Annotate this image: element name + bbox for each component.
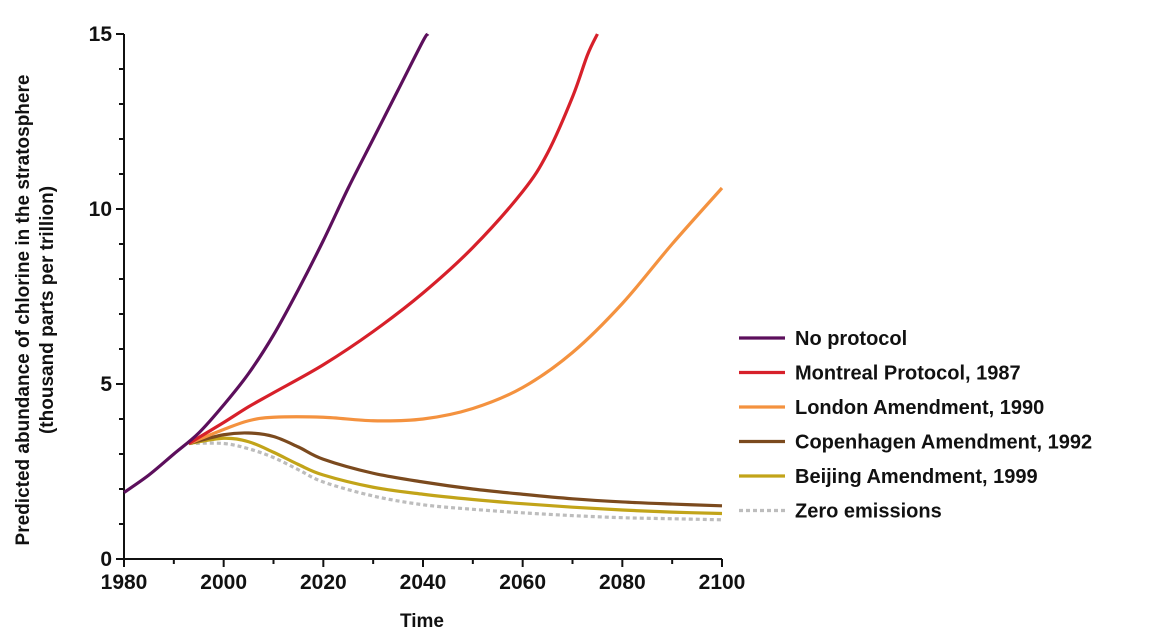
legend-label: Copenhagen Amendment, 1992 xyxy=(795,432,1092,454)
legend-label: Montreal Protocol, 1987 xyxy=(795,363,1021,385)
x-tick-label: 2020 xyxy=(300,571,347,594)
x-tick-label: 2000 xyxy=(200,571,247,594)
series-line-beijing-amendment-1999 xyxy=(188,436,723,516)
y-tick-label: 5 xyxy=(100,373,112,396)
legend-label: No protocol xyxy=(795,328,907,350)
x-tick-label: 2060 xyxy=(499,571,546,594)
chart-series xyxy=(123,32,724,522)
series-line-zero-emissions xyxy=(188,441,723,522)
y-tick-label: 0 xyxy=(100,548,112,571)
x-axis-title: Time xyxy=(400,611,444,632)
x-tick-label: 2080 xyxy=(599,571,646,594)
chart-legend: No protocol Montreal Protocol, 1987 London… xyxy=(739,328,1092,523)
series-line-no-protocol xyxy=(123,32,430,494)
x-tick-label: 2040 xyxy=(400,571,447,594)
legend-label: London Amendment, 1990 xyxy=(795,397,1044,419)
legend-label: Zero emissions xyxy=(795,501,942,523)
series-line-copenhagen-amendment-1992 xyxy=(188,431,723,508)
chart-axes: 1980 2000 2020 2040 2060 2080 2100 0 5 10 15 xyxy=(89,23,746,594)
y-axis-title-line-2: (thousand parts per trillion) xyxy=(37,186,58,434)
x-tick-label: 1980 xyxy=(101,571,148,594)
y-tick-label: 10 xyxy=(89,198,112,221)
y-axis-title-line-1: Predicted abundance of chlorine in the s… xyxy=(13,75,34,546)
legend-label: Beijing Amendment, 1999 xyxy=(795,466,1038,488)
series-line-london-amendment-1990 xyxy=(188,186,724,445)
series-line-montreal-protocol-1987 xyxy=(187,33,599,445)
x-tick-label: 2100 xyxy=(699,571,746,594)
y-tick-label: 15 xyxy=(89,23,113,46)
